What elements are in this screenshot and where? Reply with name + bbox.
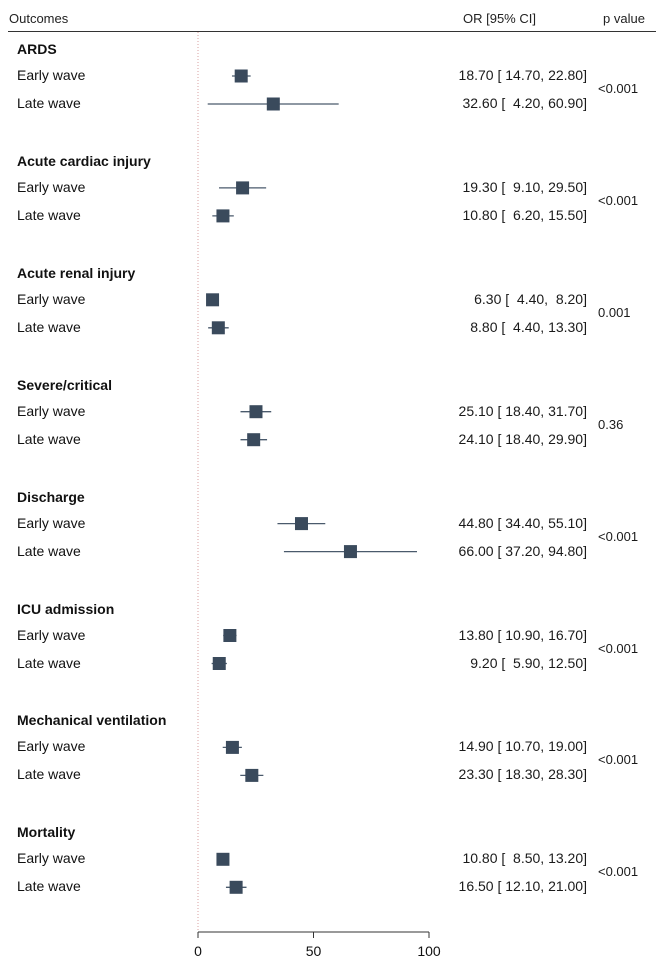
group-label: Acute renal injury — [17, 264, 136, 281]
group-label: Acute cardiac injury — [17, 152, 151, 169]
header-divider — [8, 31, 656, 32]
p-value: <0.001 — [598, 640, 639, 656]
or-ci-text: 9.20 [ 5.90, 12.50] — [470, 654, 587, 671]
or-ci-text: 8.80 [ 4.40, 13.30] — [470, 318, 587, 335]
group-label: ARDS — [17, 41, 57, 57]
row-label: Early wave — [17, 402, 86, 419]
or-marker — [266, 97, 280, 111]
x-tick-label: 0 — [194, 943, 202, 959]
or-ci-text: 19.30 [ 9.10, 29.50] — [462, 178, 587, 195]
row-label: Early wave — [17, 738, 86, 755]
or-marker — [212, 657, 226, 670]
or-marker — [236, 181, 250, 195]
or-marker — [247, 433, 261, 447]
row-label: Early wave — [17, 626, 86, 643]
p-value: <0.001 — [598, 528, 639, 544]
or-ci-text: 44.80 [ 34.40, 55.10] — [458, 514, 587, 531]
x-tick-label: 100 — [417, 943, 441, 959]
or-marker — [249, 405, 263, 419]
header-outcomes: Outcomes — [9, 11, 69, 26]
group-label: Mechanical ventilation — [17, 712, 167, 729]
or-marker — [216, 852, 230, 866]
row-label: Late wave — [17, 878, 81, 895]
p-value: <0.001 — [598, 192, 639, 208]
or-marker — [245, 768, 259, 782]
p-value: <0.001 — [598, 864, 639, 880]
or-ci-text: 23.30 [ 18.30, 28.30] — [458, 766, 587, 783]
or-ci-text: 32.60 [ 4.20, 60.90] — [462, 95, 587, 111]
group-label: ICU admission — [17, 600, 115, 617]
or-ci-text: 25.10 [ 18.40, 31.70] — [458, 402, 587, 419]
row-label: Late wave — [17, 654, 81, 671]
row-label: Early wave — [17, 67, 86, 83]
group-label: Severe/critical — [17, 376, 112, 393]
row-label: Late wave — [17, 542, 81, 559]
header-or-ci: OR [95% CI] — [463, 11, 536, 26]
or-ci-text: 14.90 [ 10.70, 19.00] — [458, 738, 587, 755]
or-ci-text: 66.00 [ 37.20, 94.80] — [458, 542, 587, 559]
row-label: Early wave — [17, 514, 86, 531]
row-label: Late wave — [17, 430, 81, 447]
or-marker — [343, 545, 357, 559]
row-label: Early wave — [17, 850, 86, 867]
row-label: Late wave — [17, 318, 81, 335]
row-label: Early wave — [17, 178, 86, 195]
p-value: 0.36 — [598, 416, 624, 432]
or-ci-text: 18.70 [ 14.70, 22.80] — [458, 67, 587, 83]
or-marker — [234, 69, 248, 83]
or-marker — [211, 321, 225, 335]
p-value: 0.001 — [598, 304, 631, 320]
or-marker — [223, 629, 237, 642]
p-value: <0.001 — [598, 81, 639, 96]
or-ci-text: 10.80 [ 8.50, 13.20] — [462, 850, 587, 867]
p-value: <0.001 — [598, 752, 639, 768]
row-label: Late wave — [17, 206, 81, 223]
or-marker — [229, 880, 243, 894]
header-p-value: p value — [603, 11, 645, 26]
or-ci-text: 24.10 [ 18.40, 29.90] — [458, 430, 587, 447]
or-marker — [216, 209, 230, 223]
row-label: Late wave — [17, 95, 81, 111]
or-marker — [294, 517, 308, 531]
row-label: Late wave — [17, 766, 81, 783]
or-marker — [225, 740, 239, 754]
or-marker — [206, 293, 220, 307]
or-ci-text: 10.80 [ 6.20, 15.50] — [462, 206, 587, 223]
group-label: Discharge — [17, 488, 85, 505]
or-ci-text: 16.50 [ 12.10, 21.00] — [458, 878, 587, 895]
or-ci-text: 13.80 [ 10.90, 16.70] — [458, 626, 587, 643]
group-label: Mortality — [17, 824, 76, 841]
x-tick-label: 50 — [306, 943, 322, 959]
row-label: Early wave — [17, 290, 86, 307]
or-ci-text: 6.30 [ 4.40, 8.20] — [474, 290, 587, 307]
